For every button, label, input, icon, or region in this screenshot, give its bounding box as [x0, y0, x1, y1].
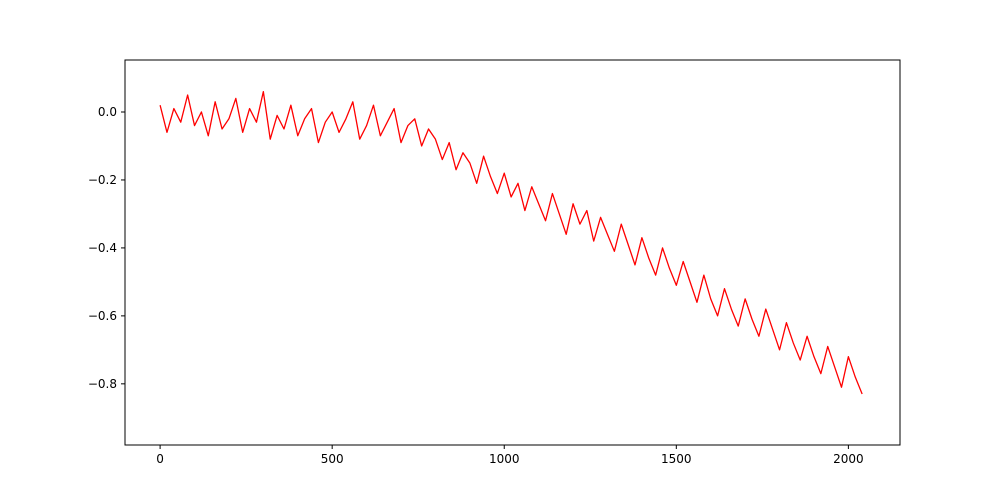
y-tick-label: −0.8 — [88, 377, 117, 391]
x-tick-label: 2000 — [833, 452, 864, 466]
y-tick-label: −0.4 — [88, 241, 117, 255]
axes-frame — [124, 59, 901, 446]
x-tick-label: 1500 — [661, 452, 692, 466]
x-tick-label: 500 — [321, 452, 344, 466]
y-tick-label: −0.2 — [88, 173, 117, 187]
series-line-0 — [159, 90, 863, 395]
y-tick-label: −0.6 — [88, 309, 117, 323]
x-tick-label: 1000 — [489, 452, 520, 466]
y-tick-label: 0.0 — [98, 105, 117, 119]
x-tick-label: 0 — [156, 452, 164, 466]
